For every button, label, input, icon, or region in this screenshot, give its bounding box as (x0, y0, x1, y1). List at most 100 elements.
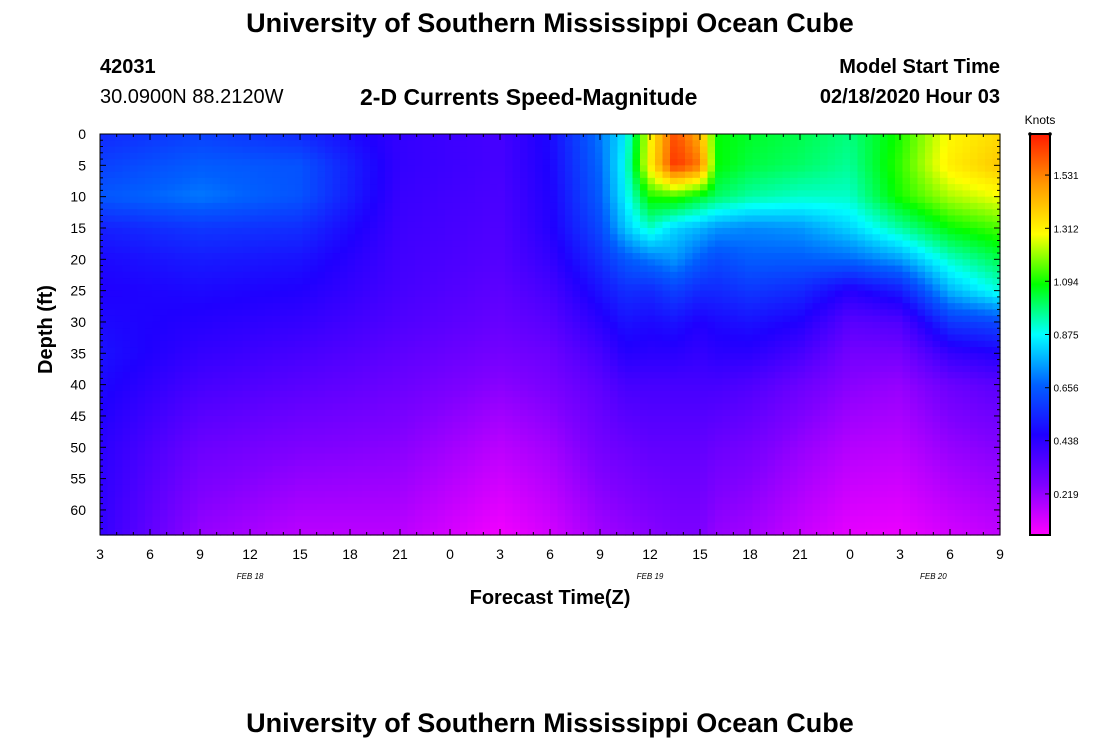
heatmap-cell (257, 528, 266, 536)
heatmap-cell (167, 415, 176, 423)
heatmap-cell (415, 478, 424, 486)
heatmap-cell (542, 202, 551, 210)
heatmap-cell (100, 478, 109, 486)
heatmap-cell (250, 165, 259, 173)
heatmap-cell (212, 516, 221, 524)
heatmap-cell (505, 190, 514, 198)
heatmap-cell (460, 196, 469, 204)
heatmap-cell (602, 309, 611, 317)
heatmap-cell (452, 509, 461, 517)
heatmap-cell (655, 159, 664, 166)
heatmap-cell (287, 491, 296, 499)
heatmap-cell (557, 466, 566, 473)
heatmap-cell (415, 328, 424, 336)
heatmap-cell (595, 290, 604, 298)
heatmap-cell (422, 196, 431, 204)
heatmap-cell (325, 328, 334, 336)
heatmap-cell (520, 209, 529, 217)
heatmap-cell (370, 516, 379, 524)
heatmap-cell (475, 466, 484, 473)
heatmap-cell (250, 190, 259, 198)
heatmap-cell (415, 484, 424, 492)
heatmap-cell (625, 503, 634, 511)
heatmap-cell (452, 384, 461, 392)
heatmap-cell (392, 165, 401, 173)
heatmap-cell (160, 453, 169, 461)
heatmap-cell (332, 290, 341, 298)
heatmap-cell (400, 190, 409, 198)
heatmap-cell (490, 497, 499, 505)
heatmap-cell (662, 284, 671, 292)
heatmap-cell (572, 397, 581, 405)
heatmap-cell (167, 265, 176, 273)
heatmap-cell (617, 459, 626, 467)
heatmap-cell (602, 365, 611, 373)
heatmap-cell (617, 221, 626, 229)
heatmap-cell (340, 284, 349, 292)
heatmap-cell (482, 253, 491, 260)
heatmap-cell (475, 353, 484, 361)
heatmap-cell (437, 347, 446, 354)
heatmap-cell (205, 227, 214, 235)
heatmap-cell (430, 453, 439, 461)
heatmap-cell (362, 278, 371, 285)
heatmap-cell (512, 215, 521, 223)
heatmap-cell (347, 428, 356, 436)
heatmap-cell (580, 509, 589, 517)
heatmap-cell (512, 441, 521, 448)
heatmap-cell (460, 516, 469, 524)
heatmap-cell (385, 259, 394, 267)
heatmap-cell (662, 409, 671, 417)
heatmap-cell (317, 428, 326, 436)
heatmap-cell (280, 140, 289, 148)
heatmap-cell (587, 459, 596, 467)
heatmap-cell (175, 177, 184, 185)
heatmap-cell (355, 528, 364, 536)
heatmap-cell (482, 403, 491, 411)
heatmap-cell (130, 209, 139, 217)
heatmap-cell (527, 403, 536, 411)
heatmap-cell (400, 441, 409, 448)
heatmap-cell (550, 202, 559, 210)
heatmap-cell (235, 447, 244, 455)
heatmap-cell (640, 209, 649, 217)
heatmap-cell (137, 259, 146, 267)
heatmap-cell (407, 221, 416, 229)
heatmap-cell (107, 522, 116, 530)
heatmap-cell (377, 384, 386, 392)
heatmap-cell (107, 215, 116, 223)
heatmap-cell (220, 334, 229, 342)
heatmap-cell (490, 378, 499, 386)
heatmap-cell (617, 184, 626, 191)
heatmap-cell (265, 315, 274, 323)
heatmap-cell (362, 265, 371, 273)
heatmap-cell (542, 390, 551, 398)
heatmap-cell (137, 359, 146, 367)
heatmap-cell (467, 397, 476, 405)
heatmap-cell (190, 372, 199, 379)
heatmap-cell (325, 384, 334, 392)
heatmap-cell (212, 434, 221, 442)
heatmap-cell (332, 165, 341, 173)
heatmap-cell (362, 334, 371, 342)
heatmap-cell (542, 278, 551, 285)
heatmap-cell (145, 278, 154, 285)
heatmap-cell (182, 434, 191, 442)
heatmap-cell (400, 403, 409, 411)
heatmap-cell (520, 434, 529, 442)
heatmap-cell (310, 497, 319, 505)
heatmap-cell (362, 177, 371, 185)
heatmap-cell (220, 491, 229, 499)
heatmap-cell (265, 491, 274, 499)
heatmap-cell (317, 353, 326, 361)
heatmap-cell (542, 409, 551, 417)
heatmap-cell (580, 171, 589, 179)
heatmap-cell (227, 309, 236, 317)
heatmap-cell (437, 303, 446, 311)
heatmap-cell (272, 428, 281, 436)
heatmap-cell (280, 478, 289, 486)
heatmap-cell (415, 196, 424, 204)
heatmap-cell (287, 509, 296, 517)
heatmap-cell (257, 259, 266, 267)
heatmap-cell (265, 384, 274, 392)
